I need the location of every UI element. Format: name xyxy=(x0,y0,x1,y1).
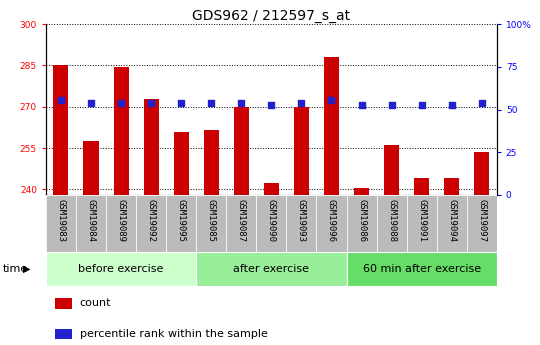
Bar xyxy=(234,107,249,195)
Bar xyxy=(264,183,279,195)
Text: GSM19094: GSM19094 xyxy=(447,199,456,243)
Bar xyxy=(384,145,399,195)
Point xyxy=(447,103,456,108)
Text: GSM19092: GSM19092 xyxy=(147,199,156,243)
Text: GSM19090: GSM19090 xyxy=(267,199,276,243)
Point xyxy=(417,103,426,108)
Text: GSM19083: GSM19083 xyxy=(57,199,65,243)
Point xyxy=(117,100,125,106)
Text: GSM19095: GSM19095 xyxy=(177,199,186,243)
Text: percentile rank within the sample: percentile rank within the sample xyxy=(80,329,268,339)
Point xyxy=(267,103,275,108)
Text: GSM19084: GSM19084 xyxy=(86,199,96,243)
Text: GSM19086: GSM19086 xyxy=(357,199,366,243)
Title: GDS962 / 212597_s_at: GDS962 / 212597_s_at xyxy=(192,9,350,23)
Bar xyxy=(174,131,188,195)
Text: after exercise: after exercise xyxy=(233,264,309,274)
Text: GSM19091: GSM19091 xyxy=(417,199,426,243)
Bar xyxy=(113,67,129,195)
Bar xyxy=(414,178,429,195)
Bar xyxy=(347,252,497,286)
Bar xyxy=(55,298,72,309)
Point xyxy=(387,103,396,108)
Text: before exercise: before exercise xyxy=(78,264,164,274)
Bar xyxy=(84,141,98,195)
Bar xyxy=(144,99,159,195)
Bar xyxy=(324,57,339,195)
Point xyxy=(327,97,336,103)
Text: GSM19089: GSM19089 xyxy=(117,199,126,243)
Point xyxy=(177,100,186,106)
Bar xyxy=(204,130,219,195)
Bar xyxy=(53,66,69,195)
Text: time: time xyxy=(3,264,28,274)
Point xyxy=(147,100,156,106)
Bar xyxy=(444,178,459,195)
Point xyxy=(237,100,246,106)
Bar xyxy=(46,252,196,286)
Bar xyxy=(196,252,347,286)
Text: GSM19087: GSM19087 xyxy=(237,199,246,243)
Bar xyxy=(294,107,309,195)
Bar xyxy=(474,152,489,195)
Text: GSM19085: GSM19085 xyxy=(207,199,216,243)
Text: GSM19088: GSM19088 xyxy=(387,199,396,243)
Text: GSM19093: GSM19093 xyxy=(297,199,306,243)
Text: 60 min after exercise: 60 min after exercise xyxy=(362,264,481,274)
Point xyxy=(297,100,306,106)
Point xyxy=(57,97,65,103)
Text: count: count xyxy=(80,298,111,308)
Text: GSM19097: GSM19097 xyxy=(477,199,486,243)
Point xyxy=(477,100,486,106)
Point xyxy=(86,100,96,106)
Bar xyxy=(55,328,72,339)
Point xyxy=(357,103,366,108)
Bar xyxy=(354,188,369,195)
Point xyxy=(207,100,215,106)
Text: GSM19096: GSM19096 xyxy=(327,199,336,243)
Text: ▶: ▶ xyxy=(23,264,31,274)
